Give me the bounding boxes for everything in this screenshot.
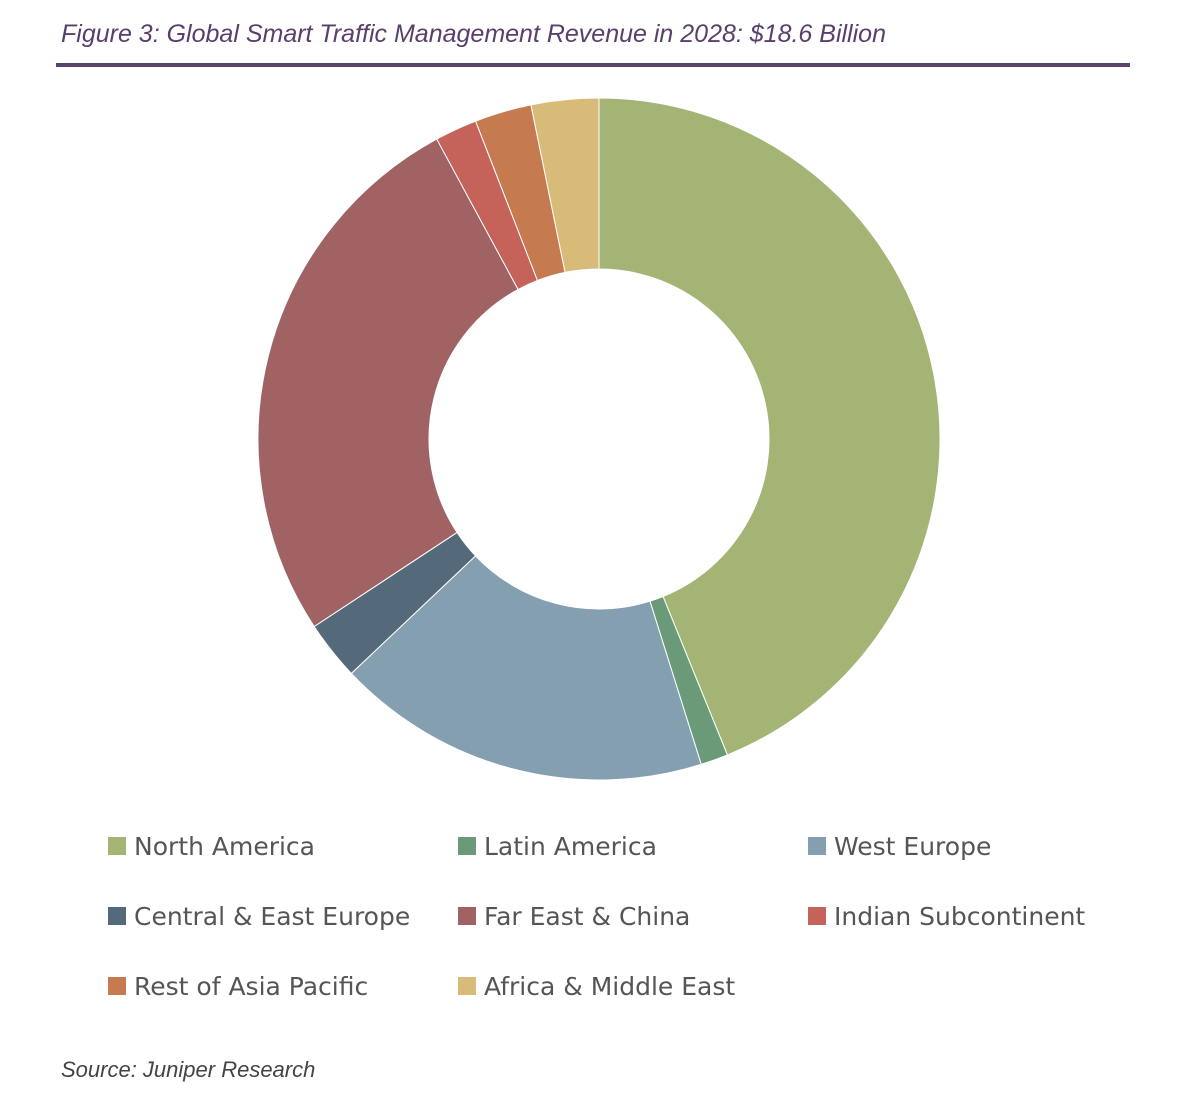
legend-item: Africa & Middle East [458,968,808,1004]
title-divider [56,63,1130,67]
legend-label: Latin America [484,831,657,861]
legend-label: Far East & China [484,901,691,931]
legend-swatch [108,977,126,995]
legend-swatch [808,907,826,925]
slice-far-east-china [257,138,519,628]
legend-label: Africa & Middle East [484,971,736,1001]
legend-label: North America [134,831,315,861]
slice-north-america [598,97,941,756]
slice-africa-middle-east [530,97,600,274]
legend-item: Indian Subcontinent [808,898,1158,934]
legend-swatch [458,977,476,995]
legend-swatch [108,837,126,855]
legend-label: Indian Subcontinent [834,901,1086,931]
legend-label: Rest of Asia Pacific [134,971,369,1001]
legend-swatch [458,837,476,855]
legend: North America Latin America West Europe Cen… [108,828,1158,1004]
chart-title: Figure 3: Global Smart Traffic Managemen… [61,20,886,48]
legend-swatch [108,907,126,925]
legend-label: West Europe [834,831,992,861]
legend-item: West Europe [808,828,1158,864]
legend-swatch [458,907,476,925]
legend-item: Central & East Europe [108,898,458,934]
slice-west-europe [350,555,702,781]
legend-item: North America [108,828,458,864]
legend-item: Far East & China [458,898,808,934]
legend-swatch [808,837,826,855]
legend-item: Latin America [458,828,808,864]
legend-item: Rest of Asia Pacific [108,968,458,1004]
source-note: Source: Juniper Research [61,1057,316,1082]
legend-label: Central & East Europe [134,901,411,931]
